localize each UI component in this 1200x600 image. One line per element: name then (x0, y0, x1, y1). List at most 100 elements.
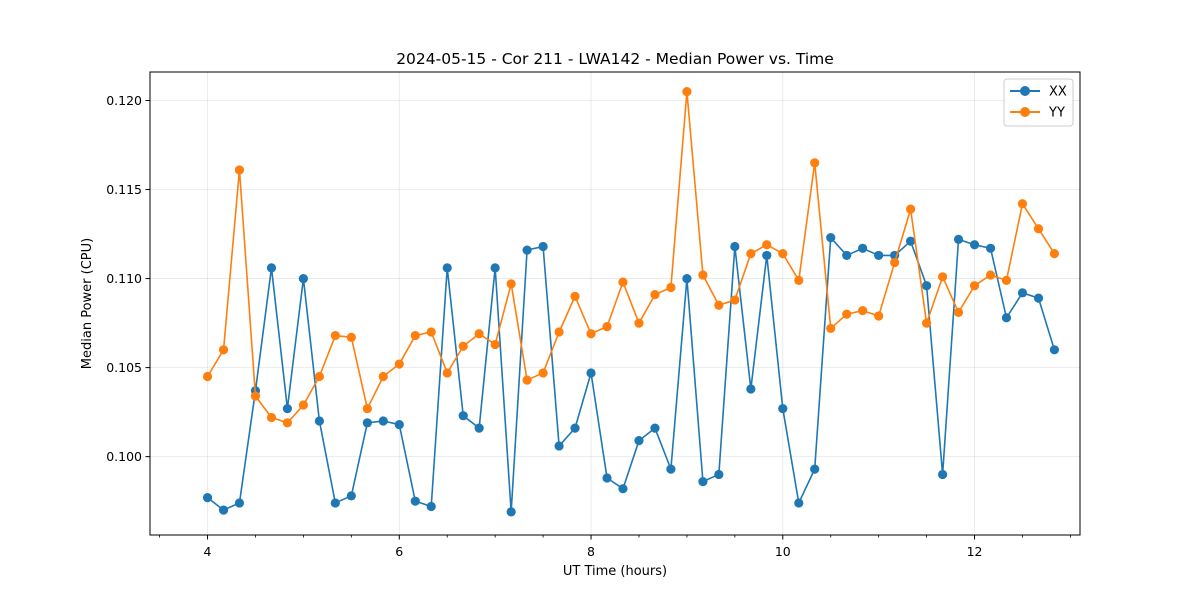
legend: XX YY (1003, 78, 1074, 127)
data-point-xx (394, 419, 404, 430)
x-tick-label: 12 (967, 544, 983, 559)
data-point-yy (730, 295, 740, 305)
data-point-yy (506, 279, 516, 289)
data-point-xx (618, 484, 628, 494)
data-point-xx (730, 241, 740, 252)
data-point-xx (538, 241, 548, 252)
data-point-yy (922, 318, 932, 328)
data-point-xx (1033, 293, 1044, 303)
data-point-xx (458, 411, 468, 421)
data-point-yy (378, 371, 388, 382)
legend-label-yy: YY (1048, 106, 1065, 121)
data-point-yy (602, 322, 612, 332)
data-point-xx (666, 464, 676, 474)
data-point-xx (554, 441, 564, 451)
data-point-xx (826, 233, 836, 243)
legend-label-xx: XX (1049, 85, 1067, 100)
data-point-xx (378, 416, 388, 426)
data-point-xx (698, 476, 708, 487)
x-tick-label: 4 (204, 544, 212, 559)
data-point-xx (202, 493, 213, 503)
data-point-yy (314, 371, 325, 382)
data-point-xx (506, 507, 516, 517)
data-point-yy (1001, 275, 1012, 285)
axis-ticks: 4 6 8 10 12 0.100 0.105 0.110 0.115 0.120 (106, 93, 1071, 559)
data-point-xx (794, 498, 804, 508)
data-point-yy (586, 329, 596, 339)
data-point-yy (570, 291, 580, 301)
data-point-yy (490, 339, 500, 350)
chart-title: 2024-05-15 - Cor 211 - LWA142 - Median P… (396, 50, 834, 68)
data-point-yy (938, 272, 948, 282)
data-point-xx (1049, 345, 1059, 355)
legend-marker-xx (1020, 86, 1030, 96)
y-tick-label: 0.105 (106, 360, 142, 375)
data-point-xx (314, 416, 325, 426)
data-point-yy (362, 403, 372, 414)
y-tick-label: 0.120 (106, 93, 142, 108)
data-point-yy (985, 270, 996, 280)
data-point-xx (570, 423, 580, 433)
data-point-yy (650, 290, 660, 300)
data-point-yy (634, 318, 644, 328)
data-point-yy (394, 359, 404, 369)
x-tick-label: 8 (587, 544, 595, 559)
data-point-xx (234, 498, 245, 508)
data-point-yy (969, 281, 980, 291)
data-point-yy (842, 309, 852, 319)
data-point-xx (634, 436, 644, 446)
data-point-yy (410, 330, 420, 341)
data-point-xx (682, 273, 692, 284)
data-point-yy (282, 418, 292, 428)
data-point-yy (746, 249, 756, 259)
data-point-xx (985, 243, 996, 253)
data-point-yy (826, 323, 836, 334)
data-point-xx (490, 263, 500, 273)
data-point-xx (810, 464, 820, 474)
data-point-xx (922, 281, 932, 291)
data-point-yy (218, 345, 229, 355)
data-point-xx (842, 250, 852, 261)
data-point-xx (969, 240, 980, 250)
data-point-yy (522, 375, 532, 385)
data-point-yy (682, 86, 692, 97)
data-point-yy (666, 282, 676, 293)
data-point-xx (426, 501, 436, 512)
series-yy (202, 86, 1059, 428)
data-point-yy (905, 204, 916, 214)
series-xx (202, 233, 1059, 517)
data-point-yy (1049, 249, 1059, 259)
data-point-xx (362, 418, 372, 428)
data-point-xx (346, 491, 356, 501)
data-point-yy (810, 158, 820, 168)
plot-frame (149, 71, 1081, 536)
data-point-xx (586, 368, 596, 378)
data-point-xx (938, 469, 948, 480)
data-point-yy (538, 368, 548, 378)
data-point-xx (602, 473, 612, 483)
data-point-yy (794, 275, 804, 285)
data-point-yy (330, 330, 340, 341)
data-point-xx (858, 243, 868, 253)
data-point-xx (650, 423, 660, 433)
data-point-xx (762, 250, 772, 261)
data-point-xx (442, 263, 452, 273)
data-point-xx (282, 403, 292, 414)
data-point-xx (218, 505, 229, 515)
data-point-yy (554, 327, 564, 337)
data-point-yy (953, 307, 964, 317)
data-point-yy (1017, 199, 1028, 209)
data-point-yy (890, 257, 900, 268)
data-point-yy (298, 400, 308, 410)
data-point-xx (778, 403, 788, 414)
data-point-yy (778, 249, 788, 259)
y-tick-label: 0.100 (106, 449, 142, 464)
data-point-xx (746, 384, 756, 394)
data-point-xx (953, 234, 964, 244)
y-axis-label: Median Power (CPU) (80, 238, 95, 369)
data-point-yy (202, 371, 213, 382)
data-point-xx (474, 423, 484, 433)
y-tick-label: 0.110 (106, 271, 142, 286)
